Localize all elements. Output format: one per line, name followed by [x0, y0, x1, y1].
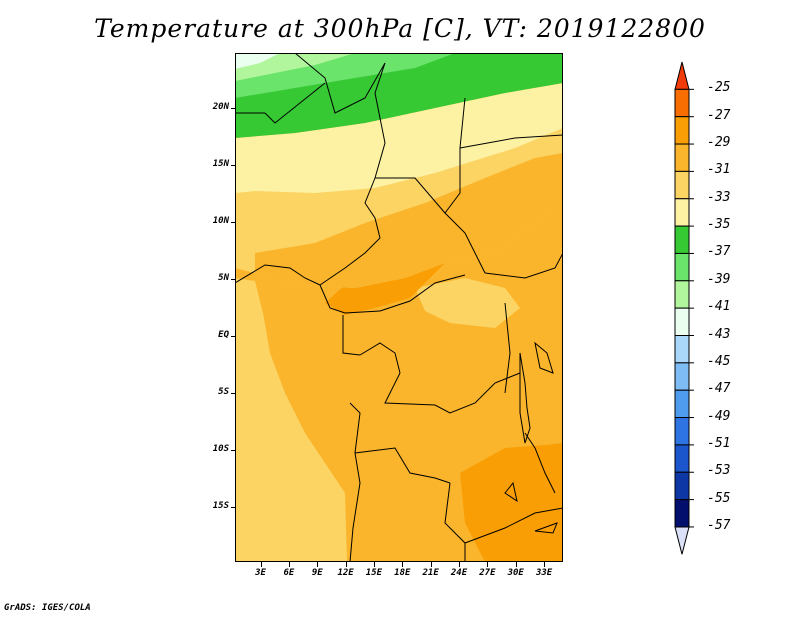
colorbar-swatch [674, 389, 690, 419]
lon-tick-mark [544, 562, 545, 567]
colorbar-label: -53 [707, 463, 731, 479]
colorbar-label: -49 [707, 408, 731, 424]
lat-tick-label: 20N [212, 101, 229, 112]
lon-tick-label: 24E [450, 568, 468, 578]
colorbar-bottom-triangle [674, 526, 690, 555]
map-canvas [235, 53, 563, 562]
colorbar-swatch [674, 252, 690, 282]
lat-tick-label: EQ [218, 330, 229, 341]
lon-tick-mark [402, 562, 403, 567]
colorbar-label: -29 [707, 135, 731, 151]
colorbar-swatch [674, 362, 690, 391]
colorbar-swatch [674, 335, 690, 364]
colorbar-label: -43 [707, 326, 731, 342]
map-title: Temperature at 300hPa [C], VT: 201912280… [94, 14, 706, 43]
colorbar-swatch [674, 307, 690, 336]
lat-tick-mark [231, 108, 236, 109]
colorbar-label: -27 [707, 107, 731, 123]
colorbar-swatch [674, 116, 690, 145]
colorbar-swatch [674, 170, 690, 200]
colorbar-label: -55 [707, 490, 731, 506]
colorbar-label: -51 [707, 435, 731, 451]
lat-tick-label: 10N [212, 215, 229, 226]
lon-tick-label: 3E [255, 568, 266, 578]
fill-yellow-congo [415, 278, 520, 328]
lat-tick-mark [231, 507, 236, 508]
fill-yellow-atlantic [235, 278, 347, 562]
lon-tick-mark [459, 562, 460, 567]
fill-pale-yellow-band [235, 83, 563, 193]
colorbar-label: -25 [707, 80, 731, 96]
fill-near-white-corner [235, 53, 280, 69]
lon-tick-label: 9E [311, 568, 323, 578]
lat-tick-label: 15S [212, 501, 229, 512]
lon-tick-mark [487, 562, 488, 567]
lon-tick-mark [374, 562, 375, 567]
colorbar-label: -41 [707, 299, 731, 315]
colorbar-label: -35 [707, 217, 731, 233]
lat-tick-mark [231, 393, 236, 394]
lon-tick-mark [346, 562, 347, 567]
lat-tick-label: 5N [218, 272, 229, 283]
lon-tick-mark [289, 562, 290, 567]
colorbar-label: -45 [707, 353, 731, 369]
map-frame [235, 53, 563, 562]
lon-tick-label: 21E [422, 568, 439, 578]
colorbar-top-triangle [674, 61, 690, 90]
colorbar-swatch [674, 280, 690, 309]
colorbar-swatch [674, 444, 690, 473]
lake-outlines [504, 341, 558, 534]
lon-tick-label: 6E [283, 568, 295, 578]
lon-tick-label: 27E [479, 568, 496, 578]
grads-credit: GrADS: IGES/COLA [4, 603, 91, 613]
colorbar-label: -39 [707, 271, 731, 287]
lat-tick-mark [231, 336, 236, 337]
colorbar-label: -31 [707, 162, 731, 178]
lon-tick-mark [516, 562, 517, 567]
fill-orange-inner-north [255, 153, 563, 288]
colorbar-swatch [674, 471, 690, 501]
lon-tick-mark [261, 562, 262, 567]
colorbar-label: -57 [707, 517, 731, 533]
lat-tick-label: 5S [218, 387, 229, 398]
country-borders [235, 53, 563, 562]
lat-tick-mark [231, 165, 236, 166]
lat-tick-mark [231, 222, 236, 223]
lat-tick-label: 10S [212, 444, 229, 455]
colorbar-label: -47 [707, 381, 731, 397]
lat-tick-mark [231, 450, 236, 451]
colorbar-label: -33 [707, 189, 731, 205]
colorbar-swatch [674, 88, 690, 118]
colorbar-swatch [674, 198, 690, 227]
temperature-map [235, 53, 563, 562]
colorbar-label: -37 [707, 244, 731, 260]
colorbar-swatch [674, 143, 690, 172]
colorbar-swatch [674, 225, 690, 254]
fill-deep-orange-south [460, 443, 563, 562]
lon-tick-label: 15E [365, 568, 383, 578]
lat-tick-label: 15N [212, 158, 229, 169]
lon-tick-label: 18E [394, 568, 411, 578]
lon-tick-mark [317, 562, 318, 567]
colorbar-swatch [674, 499, 690, 528]
lat-tick-mark [231, 279, 236, 280]
lon-tick-label: 12E [337, 568, 354, 578]
lon-tick-mark [431, 562, 432, 567]
lon-tick-label: 33E [535, 568, 553, 578]
lon-tick-label: 30E [507, 568, 524, 578]
colorbar-swatch [674, 417, 690, 446]
